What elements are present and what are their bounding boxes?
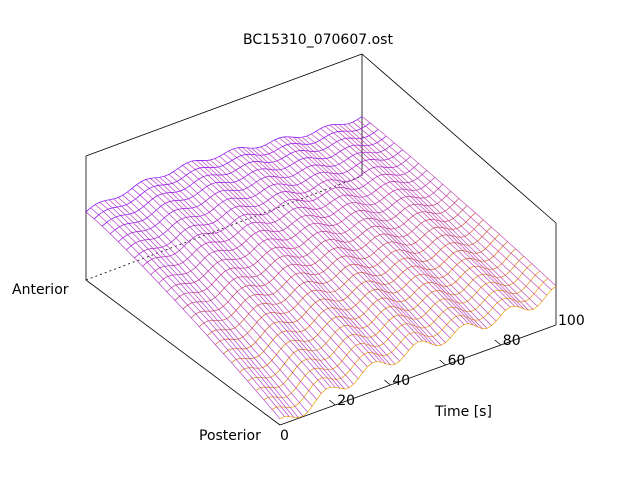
mesh-time-line — [186, 162, 382, 363]
time-tick-label: 80 — [503, 333, 521, 349]
mesh-time-line — [99, 201, 295, 418]
mesh-time-line — [145, 179, 341, 389]
mesh-time-line — [150, 178, 345, 390]
chart-title: BC15310_070607.ost — [243, 32, 393, 48]
mesh-time-line — [209, 159, 405, 357]
time-tick-mark — [439, 359, 446, 366]
mesh-time-line — [159, 177, 354, 385]
mesh-time-line — [219, 156, 414, 346]
mesh-time-line — [288, 136, 483, 329]
mesh-time-line — [163, 176, 359, 380]
time-tick-label: 0 — [280, 428, 289, 444]
mesh-time-line — [246, 147, 442, 346]
mesh-time-line — [127, 191, 322, 394]
mesh-time-line — [251, 147, 446, 343]
mesh-depth-line — [85, 116, 363, 213]
mesh-time-line — [173, 171, 368, 368]
mesh-time-line — [214, 158, 410, 351]
time-tick-label: 100 — [558, 313, 585, 329]
time-axis-ticks: 0 20 40 60 80 100 — [280, 313, 585, 444]
mesh-time-line — [223, 153, 419, 343]
mesh-time-line — [131, 188, 327, 390]
mesh-time-line — [237, 147, 433, 345]
mesh-time-line — [196, 160, 391, 366]
mesh-time-line — [242, 147, 437, 346]
mesh-time-line — [200, 160, 396, 365]
mesh-time-line — [352, 121, 548, 296]
surface-mesh — [85, 116, 557, 420]
axes-box — [85, 53, 557, 426]
mesh-time-line — [177, 168, 373, 364]
mesh-time-line — [260, 146, 456, 333]
mesh-time-line — [255, 147, 451, 339]
mesh-time-line — [94, 204, 290, 417]
mesh-depth-line — [166, 184, 444, 292]
mesh-time-line — [320, 128, 515, 307]
mesh-time-line — [324, 126, 520, 308]
time-tick-label: 40 — [392, 373, 410, 389]
mesh-time-line — [283, 136, 479, 328]
mesh-time-line — [311, 133, 506, 311]
y-axis-front-label: Posterior — [199, 428, 261, 444]
mesh-time-line — [108, 199, 304, 417]
mesh-time-line — [90, 207, 285, 417]
mesh-time-line — [232, 148, 428, 343]
mesh-time-line — [278, 137, 474, 326]
mesh-depth-line — [182, 198, 460, 310]
time-tick-mark — [328, 399, 336, 406]
mesh-time-line — [334, 124, 529, 311]
mesh-time-line — [104, 200, 299, 418]
mesh-depth-line — [93, 122, 371, 220]
mesh-time-line — [85, 211, 281, 420]
mesh-time-line — [329, 124, 525, 310]
time-tick-mark — [494, 339, 502, 346]
mesh-time-line — [228, 150, 423, 342]
mesh-time-line — [168, 174, 364, 373]
mesh-time-line — [136, 184, 331, 388]
mesh-time-line — [361, 116, 557, 287]
mesh-time-line — [265, 144, 460, 328]
mesh-time-line — [301, 136, 497, 322]
time-tick-label: 60 — [448, 353, 466, 369]
mesh-time-line — [347, 123, 543, 302]
mesh-time-line — [274, 139, 469, 324]
mesh-time-line — [292, 136, 488, 329]
mesh-time-line — [343, 124, 538, 307]
mesh-time-line — [205, 160, 400, 362]
mesh-time-line — [306, 135, 502, 316]
mesh-time-line — [357, 119, 552, 291]
mesh-time-line — [113, 198, 308, 413]
mesh-depth-line — [255, 263, 533, 391]
mesh-time-line — [122, 194, 318, 400]
mesh-depth-line — [207, 219, 484, 336]
mesh-time-line — [117, 197, 313, 407]
time-tick-label: 20 — [337, 393, 355, 409]
mesh-time-line — [182, 165, 377, 362]
mesh-time-line — [297, 137, 492, 326]
mesh-time-line — [140, 181, 336, 388]
y-axis-back-label: Anterior — [12, 282, 69, 298]
x-axis-label: Time [s] — [434, 404, 492, 420]
mesh-time-line — [191, 160, 387, 365]
mesh-time-line — [154, 177, 350, 389]
mesh-time-line — [269, 142, 465, 325]
mesh-depth-line — [174, 191, 452, 301]
mesh-time-line — [315, 131, 511, 308]
time-tick-mark — [384, 379, 391, 386]
mesh-time-line — [338, 124, 534, 310]
